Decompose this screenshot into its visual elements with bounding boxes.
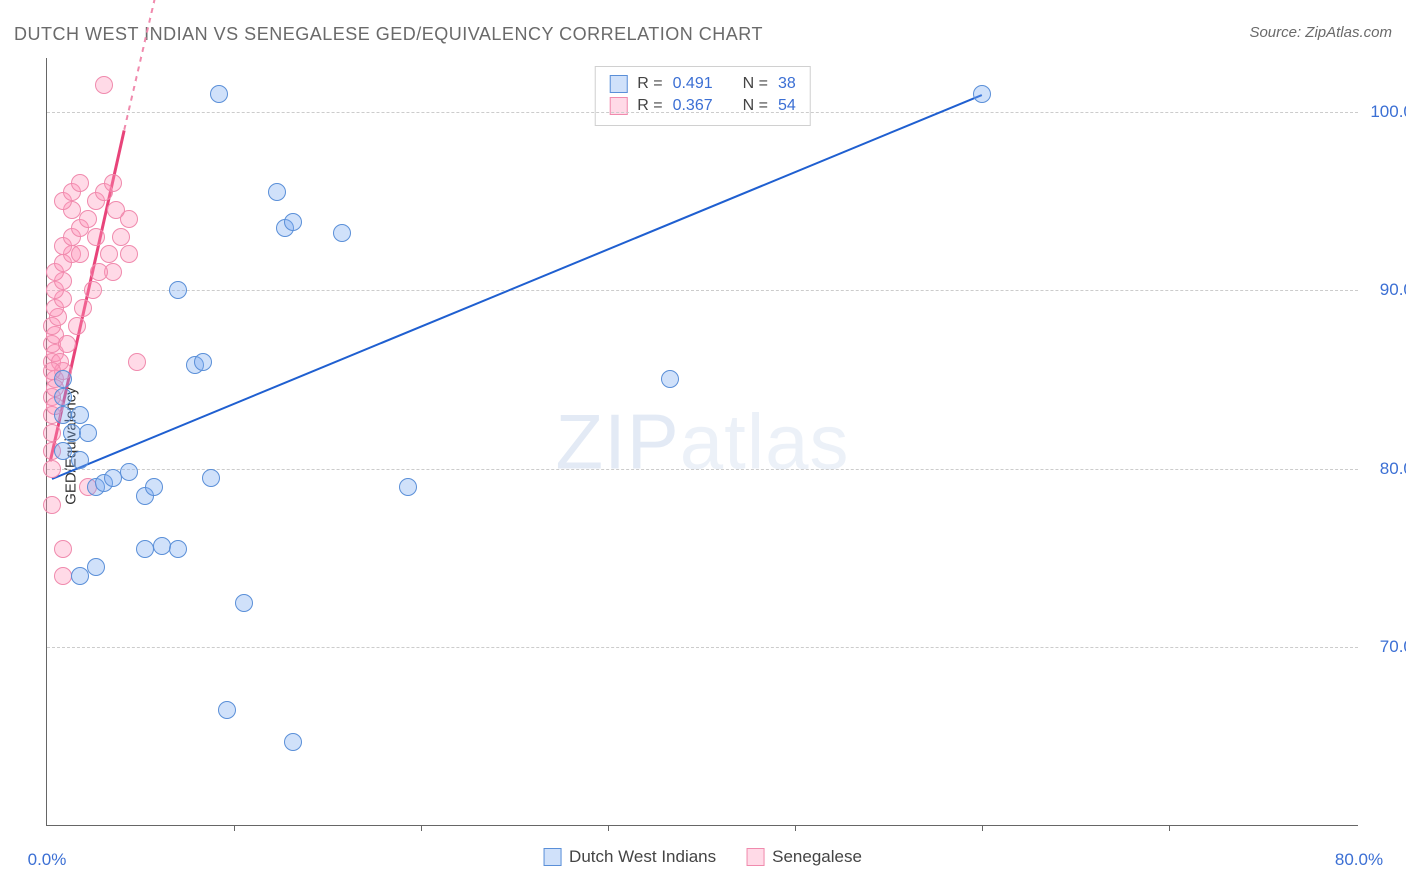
- x-tick: [608, 825, 609, 831]
- correlation-legend: R = 0.491 N = 38 R = 0.367 N = 54: [594, 66, 811, 126]
- x-tick: [421, 825, 422, 831]
- data-point: [268, 183, 286, 201]
- data-point: [153, 537, 171, 555]
- legend-item-dutch: Dutch West Indians: [543, 847, 716, 867]
- x-tick-label: 80.0%: [1335, 850, 1383, 870]
- x-tick-label: 0.0%: [28, 850, 67, 870]
- y-tick-label: 90.0%: [1368, 280, 1406, 300]
- data-point: [169, 540, 187, 558]
- data-point: [194, 353, 212, 371]
- data-point: [399, 478, 417, 496]
- data-point: [58, 335, 76, 353]
- legend-row-senegalese: R = 0.367 N = 54: [609, 95, 796, 117]
- data-point: [84, 281, 102, 299]
- data-point: [104, 174, 122, 192]
- data-point: [54, 540, 72, 558]
- x-tick: [1169, 825, 1170, 831]
- x-tick: [234, 825, 235, 831]
- data-point: [54, 388, 72, 406]
- data-point: [112, 228, 130, 246]
- data-point: [202, 469, 220, 487]
- data-point: [90, 263, 108, 281]
- data-point: [235, 594, 253, 612]
- data-point: [87, 228, 105, 246]
- data-point: [54, 370, 72, 388]
- data-point: [661, 370, 679, 388]
- swatch-icon: [543, 848, 561, 866]
- data-point: [43, 460, 61, 478]
- watermark: ZIPatlas: [555, 396, 849, 487]
- data-point: [95, 76, 113, 94]
- source-label: Source: ZipAtlas.com: [1249, 24, 1392, 41]
- gridline: [47, 647, 1358, 648]
- data-point: [973, 85, 991, 103]
- data-point: [169, 281, 187, 299]
- data-point: [128, 353, 146, 371]
- chart-title: DUTCH WEST INDIAN VS SENEGALESE GED/EQUI…: [14, 24, 763, 45]
- swatch-icon: [746, 848, 764, 866]
- data-point: [333, 224, 351, 242]
- data-point: [54, 406, 72, 424]
- data-point: [68, 317, 86, 335]
- y-tick-label: 80.0%: [1368, 459, 1406, 479]
- data-point: [145, 478, 163, 496]
- series-legend: Dutch West Indians Senegalese: [543, 847, 862, 867]
- data-point: [71, 406, 89, 424]
- data-point: [104, 469, 122, 487]
- x-tick: [982, 825, 983, 831]
- gridline: [47, 112, 1358, 113]
- data-point: [107, 201, 125, 219]
- y-tick-label: 100.0%: [1368, 102, 1406, 122]
- data-point: [120, 463, 138, 481]
- gridline: [47, 469, 1358, 470]
- data-point: [63, 424, 81, 442]
- data-point: [210, 85, 228, 103]
- data-point: [284, 733, 302, 751]
- data-point: [100, 245, 118, 263]
- legend-item-senegalese: Senegalese: [746, 847, 862, 867]
- data-point: [54, 567, 72, 585]
- x-tick: [795, 825, 796, 831]
- data-point: [71, 451, 89, 469]
- legend-row-dutch: R = 0.491 N = 38: [609, 73, 796, 95]
- swatch-icon: [609, 75, 627, 93]
- scatter-plot: ZIPatlas R = 0.491 N = 38 R = 0.367 N = …: [46, 58, 1358, 826]
- data-point: [218, 701, 236, 719]
- data-point: [43, 496, 61, 514]
- gridline: [47, 290, 1358, 291]
- data-point: [79, 424, 97, 442]
- data-point: [79, 210, 97, 228]
- data-point: [87, 558, 105, 576]
- data-point: [71, 174, 89, 192]
- data-point: [136, 540, 154, 558]
- data-point: [74, 299, 92, 317]
- data-point: [54, 442, 72, 460]
- data-point: [71, 245, 89, 263]
- data-point: [284, 213, 302, 231]
- data-point: [43, 424, 61, 442]
- data-point: [71, 567, 89, 585]
- data-point: [120, 245, 138, 263]
- y-tick-label: 70.0%: [1368, 637, 1406, 657]
- trend-line: [52, 94, 983, 480]
